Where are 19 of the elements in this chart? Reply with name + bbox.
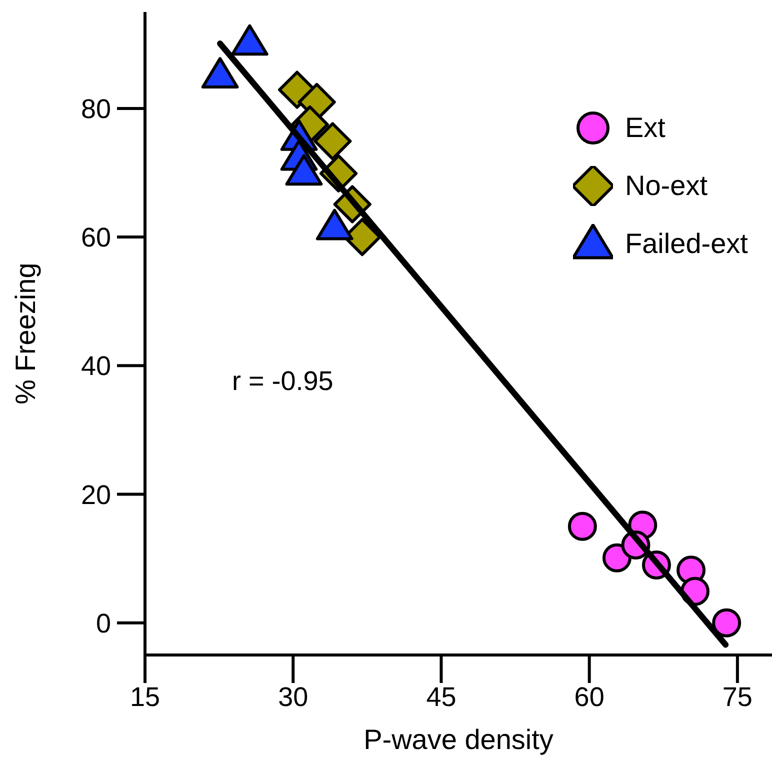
y-axis-title: % Freezing xyxy=(10,262,41,404)
x-tick-label: 15 xyxy=(130,682,160,712)
x-tick-label: 45 xyxy=(426,682,456,712)
y-tick-label: 20 xyxy=(80,480,111,510)
x-tick-label: 30 xyxy=(278,682,308,712)
legend-label: Ext xyxy=(625,112,666,144)
y-tick-label: 60 xyxy=(80,222,111,253)
x-axis-title: P-wave density xyxy=(364,724,554,755)
x-tick-label: 60 xyxy=(574,682,604,712)
y-tick-label: 80 xyxy=(80,94,111,124)
legend-label: No-ext xyxy=(625,170,708,202)
point xyxy=(314,122,352,160)
legend-label: Failed-ext xyxy=(625,228,748,260)
annotation: r = -0.95 xyxy=(232,366,334,397)
y-tick-label: 40 xyxy=(80,351,111,382)
point xyxy=(568,512,597,541)
y-tick-label: 0 xyxy=(96,608,111,638)
x-tick-label: 75 xyxy=(722,682,752,712)
point xyxy=(712,608,742,638)
